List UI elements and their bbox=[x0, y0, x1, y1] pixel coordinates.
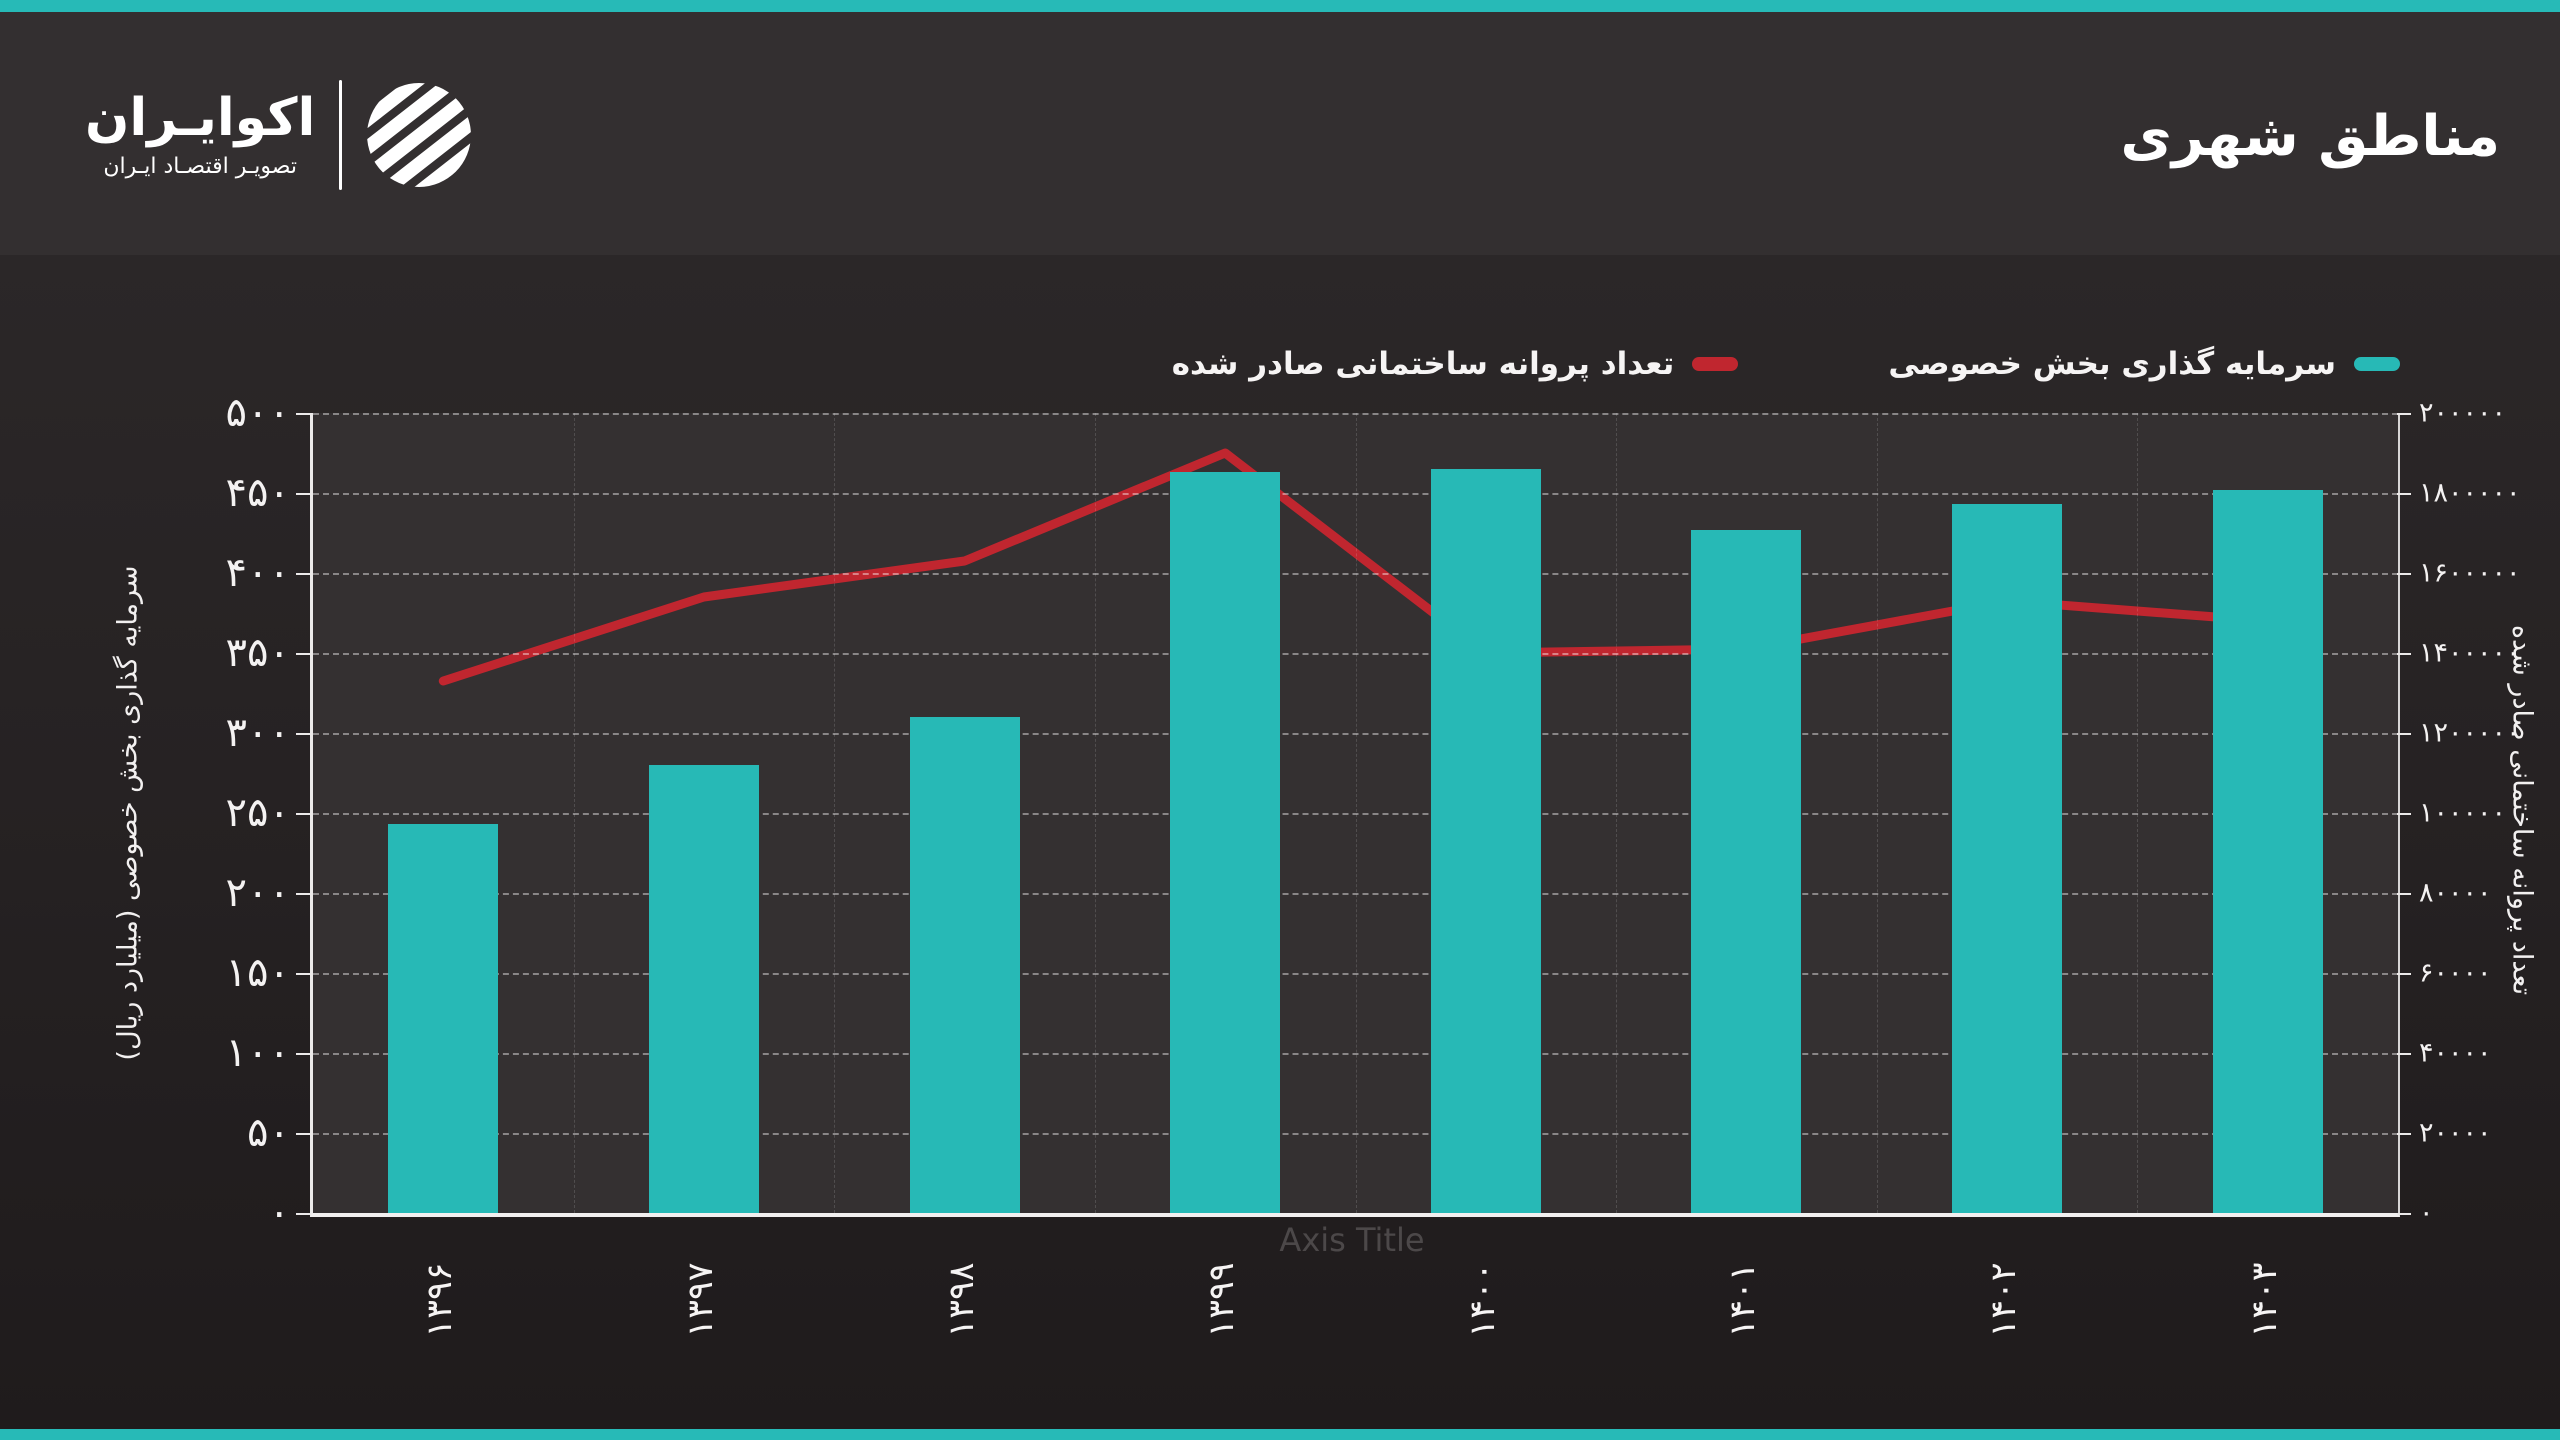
x-axis-label-۱۳۹۹: ۱۳۹۹ bbox=[1202, 1262, 1242, 1338]
x-axis-title-placeholder: Axis Title bbox=[1279, 1221, 1425, 1259]
bar-۱۳۹۷ bbox=[649, 765, 759, 1213]
right-axis-tick-label: ۱۸۰۰۰۰۰ bbox=[2419, 477, 2521, 509]
right-axis-tick bbox=[2397, 653, 2411, 655]
legend-item-label: سرمایه گذاری بخش خصوصی bbox=[1888, 346, 2336, 382]
gridline bbox=[313, 1053, 2398, 1055]
bar-۱۴۰۲ bbox=[1952, 504, 2062, 1213]
bar-۱۴۰۱ bbox=[1691, 530, 1801, 1213]
right-axis-tick-label: ۰ bbox=[2419, 1197, 2434, 1229]
right-axis-tick-label: ۱۴۰۰۰۰۰ bbox=[2419, 637, 2521, 669]
chart-legend: تعداد پروانه ساختمانی صادر شده سرمایه گذا… bbox=[1172, 342, 2400, 386]
bar-۱۴۰۳ bbox=[2213, 490, 2323, 1213]
gridline bbox=[313, 813, 2398, 815]
left-axis-tick bbox=[296, 1053, 310, 1055]
plot-area bbox=[310, 413, 2400, 1217]
category-separator bbox=[1095, 413, 1096, 1213]
left-axis-tick-label: ۲۰۰ bbox=[225, 870, 290, 916]
right-axis-tick bbox=[2397, 413, 2411, 415]
gridline bbox=[313, 1133, 2398, 1135]
category-separator bbox=[2137, 413, 2138, 1213]
right-axis-tick-label: ۲۰۰۰۰۰ bbox=[2419, 397, 2507, 429]
right-axis-title: تعداد پروانه ساختمانی صادر شده bbox=[2506, 624, 2538, 996]
gridline bbox=[313, 733, 2398, 735]
legend-swatch bbox=[1692, 357, 1739, 371]
gridline bbox=[313, 493, 2398, 495]
x-axis-label-۱۴۰۰: ۱۴۰۰ bbox=[1463, 1262, 1503, 1338]
bar-۱۳۹۸ bbox=[910, 717, 1020, 1213]
left-axis-tick bbox=[296, 493, 310, 495]
legend-item: سرمایه گذاری بخش خصوصی bbox=[1888, 346, 2400, 382]
right-axis-tick-label: ۸۰۰۰۰ bbox=[2419, 877, 2492, 909]
right-axis-tick-label: ۱۲۰۰۰۰۰ bbox=[2419, 717, 2521, 749]
left-axis-tick bbox=[296, 1213, 310, 1215]
left-axis-tick-label: ۱۰۰ bbox=[225, 1030, 290, 1076]
left-axis-title: سرمایه گذاری بخش خصوصی (میلیارد ریال) bbox=[112, 565, 144, 1061]
gridline bbox=[313, 653, 2398, 655]
left-axis-tick-label: ۵۰۰ bbox=[225, 390, 290, 436]
bottom-accent-strip bbox=[0, 1429, 2560, 1440]
logo-wordmark: اکوایـران bbox=[85, 88, 316, 149]
ecoiran-logo: اکوایـران تصویـر اقتصـاد ایـران bbox=[85, 52, 472, 217]
legend-swatch bbox=[2354, 357, 2400, 371]
x-axis-label-۱۴۰۳: ۱۴۰۳ bbox=[2245, 1262, 2285, 1338]
category-separator bbox=[574, 413, 575, 1213]
right-axis-tick bbox=[2397, 1213, 2411, 1215]
logo-divider bbox=[339, 79, 343, 190]
left-axis-tick-label: ۵۰ bbox=[247, 1110, 290, 1156]
left-axis-tick-label: ۰ bbox=[268, 1190, 290, 1236]
logo-text-block: اکوایـران تصویـر اقتصـاد ایـران bbox=[85, 88, 316, 179]
right-axis-tick bbox=[2397, 733, 2411, 735]
right-axis-tick-label: ۲۰۰۰۰ bbox=[2419, 1117, 2492, 1149]
category-separator bbox=[1616, 413, 1617, 1213]
left-axis-tick-label: ۱۵۰ bbox=[225, 950, 290, 996]
left-axis-tick-label: ۳۵۰ bbox=[225, 630, 290, 676]
left-axis-tick bbox=[296, 973, 310, 975]
right-axis-tick-label: ۶۰۰۰۰ bbox=[2419, 957, 2492, 989]
logo-tagline: تصویـر اقتصـاد ایـران bbox=[103, 153, 297, 179]
legend-item-label: تعداد پروانه ساختمانی صادر شده bbox=[1171, 346, 1675, 382]
ecoiran-globe-icon bbox=[367, 82, 472, 187]
gridline bbox=[313, 973, 2398, 975]
x-axis-label-۱۴۰۲: ۱۴۰۲ bbox=[1984, 1262, 2024, 1338]
left-axis-tick-label: ۳۰۰ bbox=[225, 710, 290, 756]
right-axis-tick-label: ۱۶۰۰۰۰۰ bbox=[2419, 557, 2521, 589]
gridline bbox=[313, 413, 2398, 415]
x-axis-label-۱۴۰۱: ۱۴۰۱ bbox=[1723, 1262, 1763, 1338]
bar-۱۳۹۹ bbox=[1170, 472, 1280, 1213]
gridline bbox=[313, 893, 2398, 895]
left-axis-tick bbox=[296, 893, 310, 895]
right-axis-tick bbox=[2397, 573, 2411, 575]
bar-۱۳۹۶ bbox=[388, 824, 498, 1213]
left-axis-tick bbox=[296, 733, 310, 735]
right-axis-tick bbox=[2397, 1053, 2411, 1055]
right-axis-tick bbox=[2397, 1133, 2411, 1135]
right-axis-tick bbox=[2397, 813, 2411, 815]
x-axis-label-۱۳۹۶: ۱۳۹۶ bbox=[420, 1262, 460, 1338]
left-axis-tick-label: ۴۵۰ bbox=[225, 470, 290, 516]
legend-item: تعداد پروانه ساختمانی صادر شده bbox=[1172, 346, 1739, 382]
right-axis-tick bbox=[2397, 893, 2411, 895]
header-bar: اکوایـران تصویـر اقتصـاد ایـران مناطق شه… bbox=[0, 12, 2560, 255]
category-separator bbox=[1356, 413, 1357, 1213]
right-axis-tick-label: ۴۰۰۰۰ bbox=[2419, 1037, 2492, 1069]
gridline bbox=[313, 573, 2398, 575]
right-axis-tick bbox=[2397, 973, 2411, 975]
bar-۱۴۰۰ bbox=[1431, 469, 1541, 1213]
left-axis-tick bbox=[296, 413, 310, 415]
page-title: مناطق شهری bbox=[2120, 104, 2500, 169]
left-axis-tick-label: ۴۰۰ bbox=[225, 550, 290, 596]
x-axis-label-۱۳۹۸: ۱۳۹۸ bbox=[942, 1262, 982, 1338]
right-axis-tick bbox=[2397, 493, 2411, 495]
category-separator bbox=[1877, 413, 1878, 1213]
right-axis-tick-label: ۱۰۰۰۰۰ bbox=[2419, 797, 2507, 829]
top-accent-strip bbox=[0, 0, 2560, 12]
left-axis-tick bbox=[296, 573, 310, 575]
left-axis-tick bbox=[296, 813, 310, 815]
left-axis-tick bbox=[296, 653, 310, 655]
left-axis-tick bbox=[296, 1133, 310, 1135]
left-axis-tick-label: ۲۵۰ bbox=[225, 790, 290, 836]
x-axis-label-۱۳۹۷: ۱۳۹۷ bbox=[681, 1262, 721, 1338]
category-separator bbox=[834, 413, 835, 1213]
